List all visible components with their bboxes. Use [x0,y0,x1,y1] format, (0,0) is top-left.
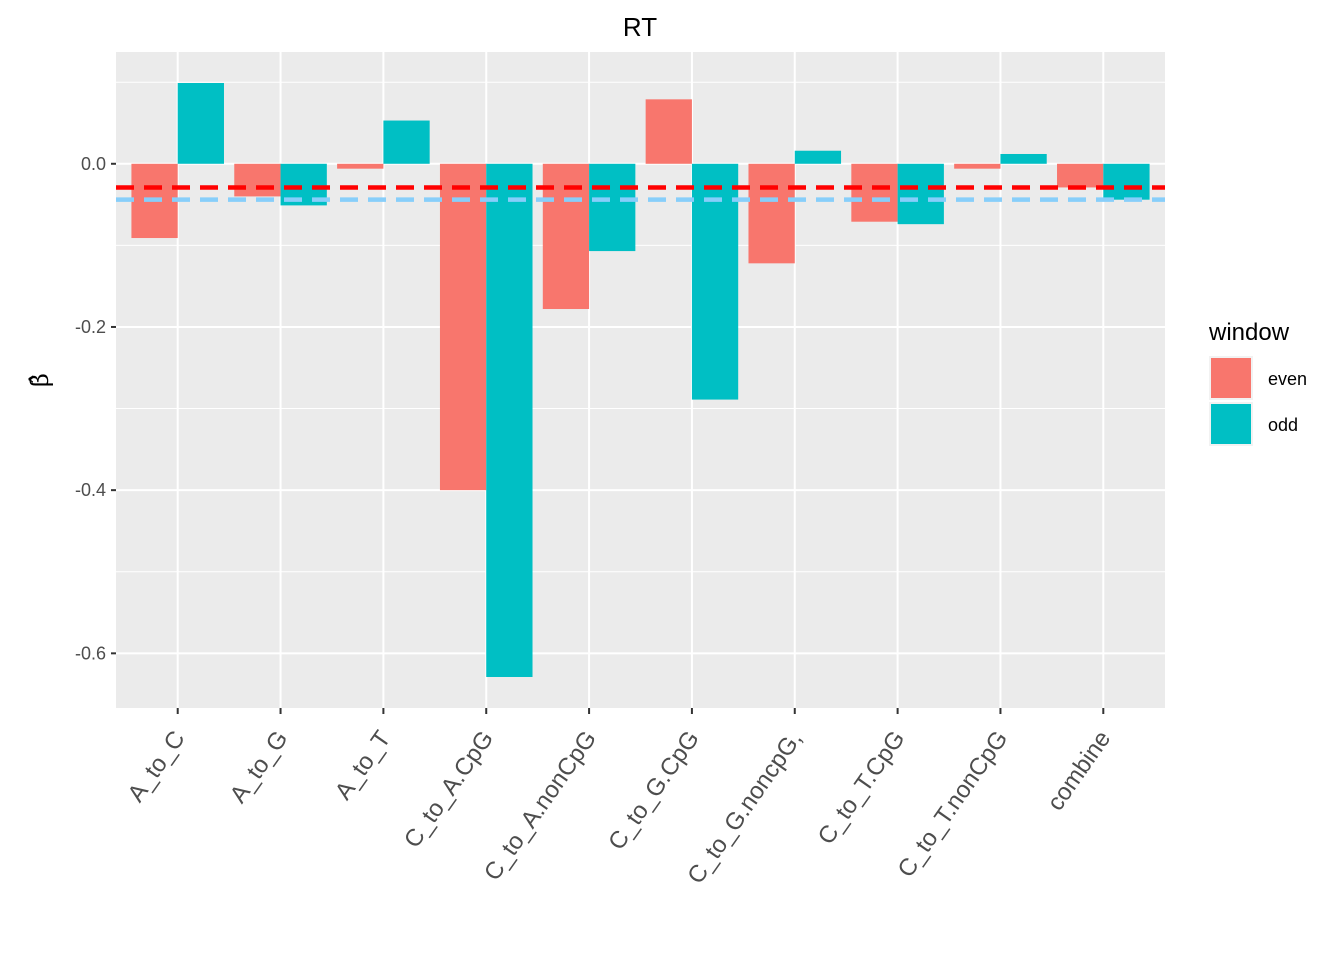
legend-label-odd: odd [1268,415,1298,435]
legend-key-odd [1211,404,1251,444]
bar-even-C-to-T-CpG [851,163,898,222]
legend: window even odd [1208,319,1307,446]
bars [131,83,1150,677]
reference-lines [116,185,1165,202]
x-tick-label: A_to_C [123,726,191,807]
x-axis: A_to_C A_to_G A_to_T C_to_A.CpGC_to_A.nonCp… [123,708,1116,889]
y-tick-label: -0.2 [75,317,106,337]
y-axis-title: β̂ [26,373,54,387]
bar-even-C-to-A-CpG [439,163,487,491]
x-tick-label: C_to_G.noncpG, [682,726,807,889]
x-tick-label: C_to_T.nonCpG [893,726,1014,882]
bar-odd-C-to-A-CpG [486,163,533,677]
bar-odd-C-to-G-CpG [691,163,739,400]
bar-odd-A-to-T [383,120,430,164]
bar-odd-A-to-C [177,83,224,164]
x-tick-label: combine [1042,726,1116,816]
x-tick-label: C_to_T.CpG [813,726,911,850]
y-tick-label: -0.4 [75,480,106,500]
plot-panel [116,52,1165,708]
legend-label-even: even [1268,369,1307,389]
x-tick-label: C_to_A.nonCpG [479,726,602,886]
bar-odd-C-to-A-nonCpG [589,163,636,252]
bar-odd-C-to-T-nonCpG [1000,153,1047,164]
x-tick-label: A_to_G [225,726,294,808]
bar-even-C-to-G-noncpG- [748,163,795,264]
bar-even-C-to-G-CpG [645,99,692,164]
bar-even-C-to-T-nonCpG [954,163,1001,169]
bar-odd-combine [1103,163,1150,200]
y-tick-label: -0.6 [75,643,106,663]
x-tick-label: A_to_T [330,726,397,805]
bar-odd-C-to-G-noncpG- [794,150,842,164]
bar-even-A-to-T [337,163,384,169]
chart-title: RT [623,12,657,42]
legend-items: even odd [1209,356,1307,446]
y-axis: 0.0 -0.2 -0.4 -0.6 [75,154,116,663]
minor-gridlines [116,81,1165,573]
bar-even-A-to-G [234,163,281,197]
x-tick-label: C_to_G.CpG [603,726,705,855]
y-tick-label: 0.0 [81,154,106,174]
bar-even-combine [1057,163,1104,188]
legend-key-even [1211,358,1251,398]
legend-title: window [1208,319,1290,346]
x-tick-label: C_to_A.CpG [399,726,499,853]
bar-odd-C-to-T-CpG [897,163,944,225]
